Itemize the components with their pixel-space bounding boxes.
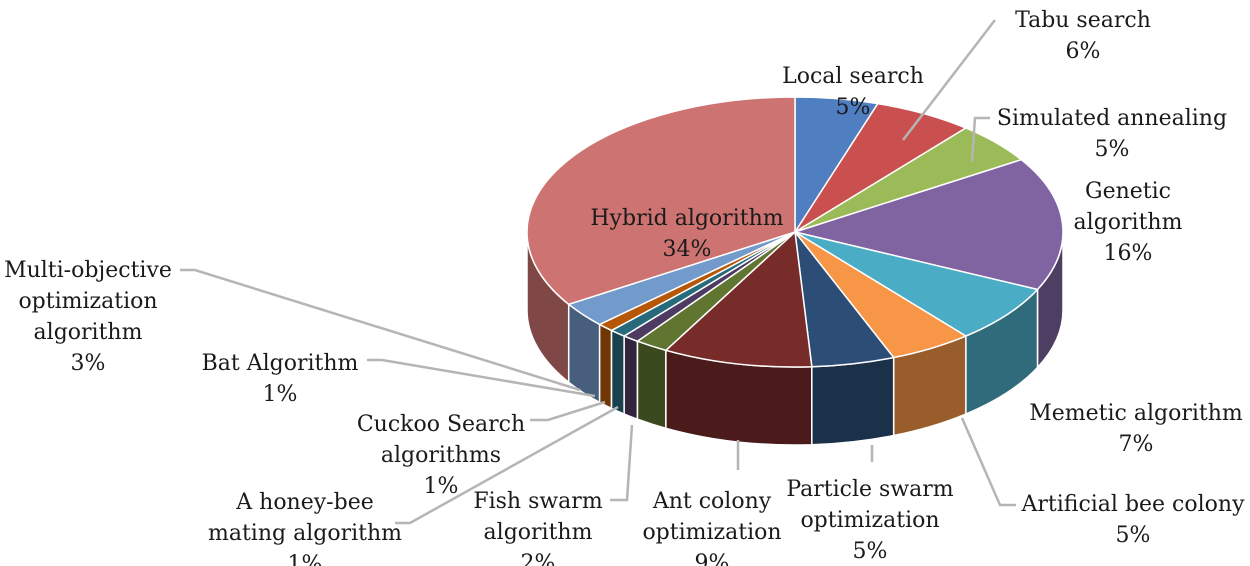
slice-value-label: 7% [1119,432,1154,457]
slice-name-line: Ant colony [652,489,772,514]
slice-label-particle-swarm-optimization: Particle swarm optimization 5% [786,477,953,564]
slice-name-line: Fish swarm [473,489,603,514]
slice-name-line: Local search [782,64,924,89]
slice-label-multi-objective-optimization-algorithm: Multi-objective optimization algorithm 3% [4,258,172,376]
slice-name-line: Artificial bee colony [1020,492,1245,517]
leader-line-artificial-bee-colony [960,417,1016,507]
slice-genetic-algorithm [792,158,1064,291]
slice-name-line: mating algorithm [208,521,402,546]
leader-line-fish-swarm-algorithm [610,424,634,502]
slice-label-hybrid-algorithm: Hybrid algorithm 34% [590,206,783,262]
leader-line-simulated-annealing [970,116,990,163]
slice-value-label: 16% [1104,241,1153,266]
slice-name-line: algorithm [484,520,593,545]
slice-name-line: Simulated annealing [997,106,1227,131]
slice-name-line: Particle swarm [786,477,953,502]
leader-line-multi-objective-optimization-algorithm [180,268,581,392]
slice-memetic-algorithm [794,231,1039,337]
slice-side-fish-swarm-algorithm [636,340,667,430]
slice-name-line: Hybrid algorithm [590,206,783,231]
slice-label-local-search: Local search 5% [782,64,924,120]
slice-label-simulated-annealing: Simulated annealing 5% [997,106,1227,162]
slice-name-line: Multi-objective [4,258,172,283]
slice-side-cuckoo-search-algorithms [610,329,625,416]
slice-name-line: optimization [18,289,157,314]
slice-labels: Local search 5% Tabu search 6% Simulated ann… [4,8,1245,566]
leader-lines [180,19,1016,525]
slice-value-label: 5% [853,539,888,564]
slice-name-line: optimization [642,520,781,545]
slice-value-label: 6% [1066,39,1101,64]
leader-line-cuckoo-search-algorithms [530,400,606,422]
slice-value-label: 5% [1095,137,1130,162]
slice-label-artificial-bee-colony: Artificial bee colony 5% [1020,492,1245,548]
slice-value-label: 1% [263,382,298,407]
slice-value-label: 9% [695,551,730,566]
slice-ant-colony-optimization [664,230,813,368]
slice-label-bat-algorithm: Bat Algorithm 1% [202,351,359,407]
slice-name-line: optimization [800,508,939,533]
slice-name-line: Tabu search [1015,8,1151,33]
slice-label-cuckoo-search-algorithms: Cuckoo Search algorithms 1% [357,412,525,499]
slice-label-fish-swarm-algorithm: Fish swarm algorithm 2% [473,489,603,566]
slice-name-line: Cuckoo Search [357,412,525,437]
slice-name-line: Bat Algorithm [202,351,359,376]
slice-name-line: A honey-bee [235,490,373,515]
slice-label-genetic-algorithm: Genetic algorithm 16% [1074,179,1183,266]
slice-value-label: 1% [424,474,459,499]
slice-side-particle-swarm-optimization [811,356,895,446]
slice-label-tabu-search: Tabu search 6% [1015,8,1151,64]
pie-depth-layer [526,231,1064,446]
slice-label-ant-colony-optimization: Ant colony optimization 9% [642,489,781,566]
slice-value-label: 5% [836,95,871,120]
slice-name-line: Genetic [1085,179,1171,204]
slice-hybrid-algorithm [526,96,796,306]
leader-line-bat-algorithm [367,358,596,398]
slice-side-bat-algorithm [598,323,613,410]
slice-name-line: algorithm [34,320,143,345]
pie-top-layer [526,96,1064,368]
slice-value-label: 1% [288,552,323,566]
leader-line-tabu-search [902,19,996,141]
slice-value-label: 2% [521,551,556,566]
slice-value-label: 5% [1116,523,1151,548]
slice-name-line: algorithm [1074,210,1183,235]
slice-label-memetic-algorithm: Memetic algorithm 7% [1029,401,1243,457]
leader-line-a-honey-bee-mating-algorithm [395,405,619,525]
slice-name-line: algorithms [381,443,501,468]
slice-name-line: Memetic algorithm [1029,401,1243,426]
slice-label-a-honey-bee-mating-algorithm: A honey-bee mating algorithm 1% [208,490,402,566]
slice-side-a-honey-bee-mating-algorithm [623,334,639,421]
slice-value-label: 3% [71,351,106,376]
slice-value-label: 34% [663,237,712,262]
